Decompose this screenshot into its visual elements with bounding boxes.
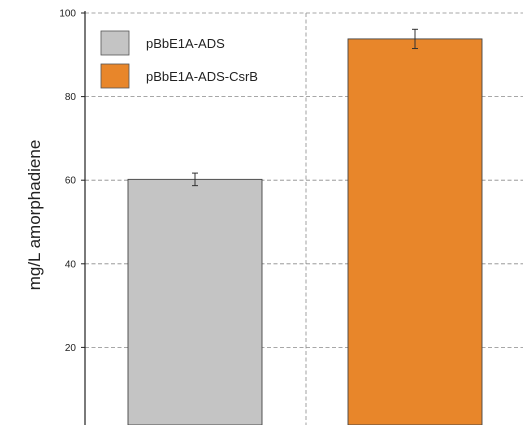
legend-label-2: pBbE1A-ADS-CsrB	[146, 69, 258, 84]
bar-2	[347, 38, 483, 426]
bar-1	[127, 178, 263, 426]
y-tick-label: 20	[65, 343, 77, 354]
legend-swatch-1	[100, 30, 130, 56]
error-bar-1	[192, 172, 198, 187]
y-tick-label: 100	[59, 9, 76, 20]
legend-label-1: pBbE1A-ADS	[146, 36, 225, 51]
y-tick-label: 80	[65, 92, 77, 103]
y-tick-label: 60	[65, 176, 77, 187]
y-axis: 20 40 60 80 100	[59, 9, 86, 425]
y-tick-label: 40	[65, 259, 77, 270]
legend: pBbE1A-ADS pBbE1A-ADS-CsrB	[100, 30, 258, 89]
y-axis-label: mg/L amorphadiene	[25, 140, 44, 291]
error-bar-2	[412, 28, 418, 50]
bars	[127, 28, 483, 426]
legend-swatch-2	[100, 63, 130, 89]
